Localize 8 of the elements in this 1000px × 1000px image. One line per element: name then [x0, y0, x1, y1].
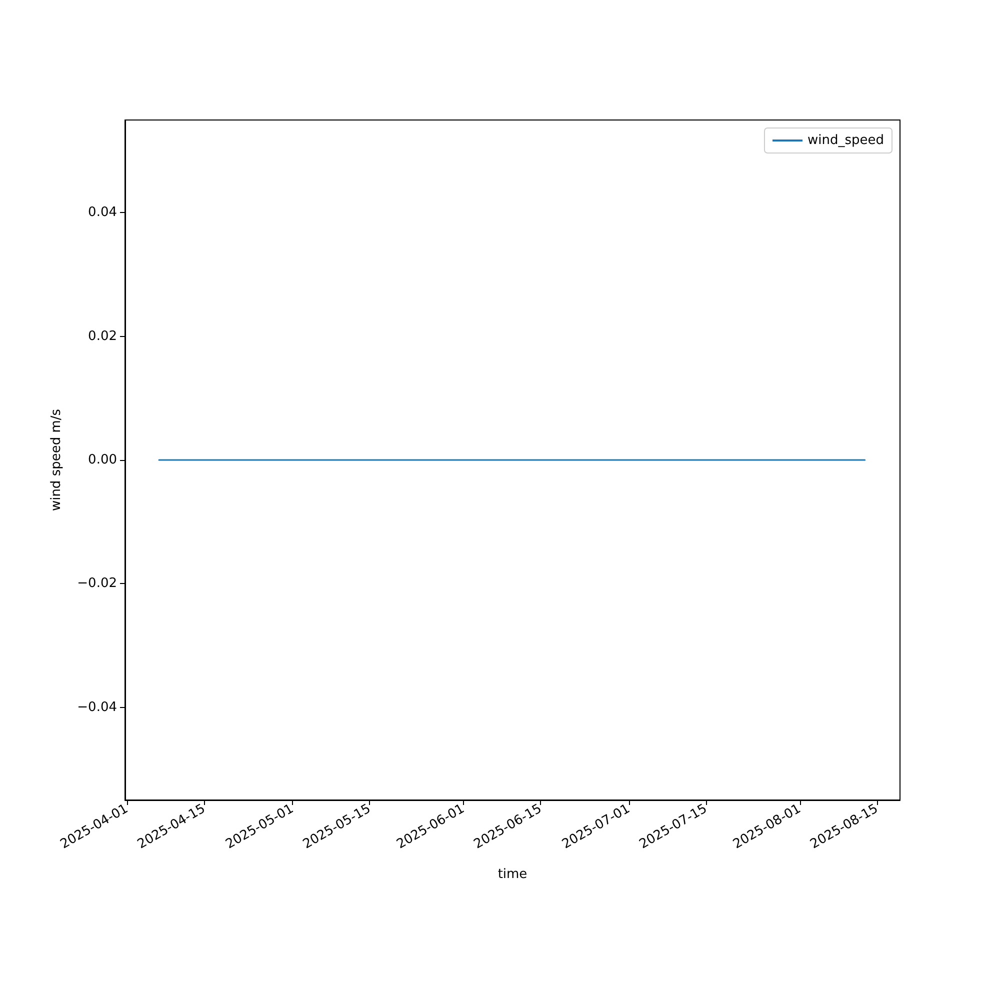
y-tick-label: 0.02 [88, 328, 117, 344]
y-tick-label: −0.04 [77, 700, 117, 715]
y-axis-title: wind speed m/s [49, 408, 64, 512]
x-axis-title: time [498, 867, 528, 882]
legend-label: wind_speed [807, 133, 884, 148]
y-tick-label: 0.04 [88, 205, 117, 220]
y-tick-label: −0.02 [77, 576, 117, 592]
y-tick-label: 0.00 [88, 452, 117, 468]
